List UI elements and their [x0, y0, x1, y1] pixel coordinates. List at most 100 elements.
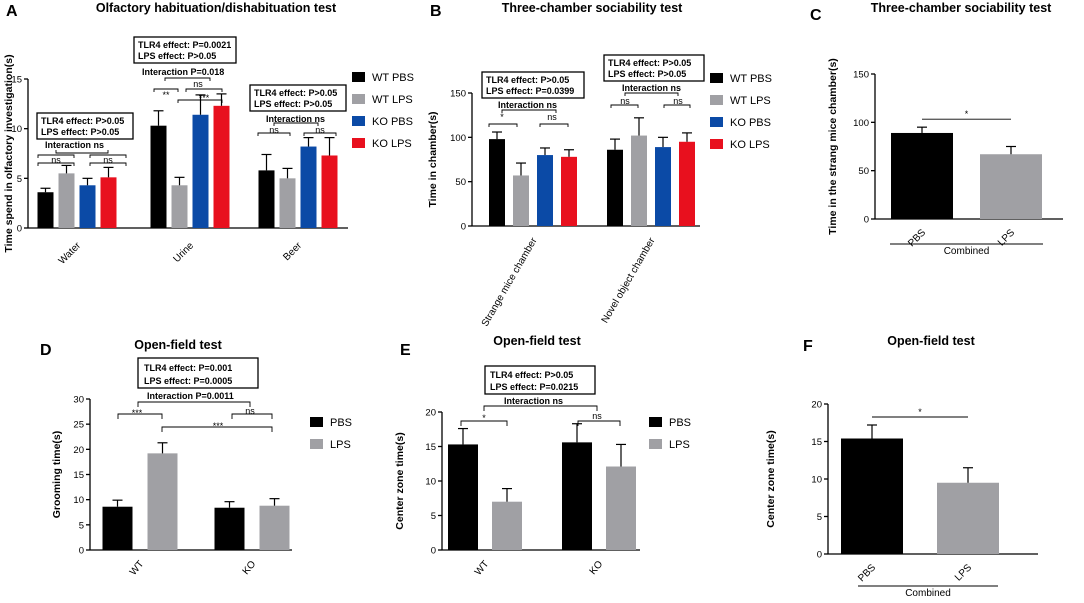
x-tick-label: KO	[241, 559, 259, 577]
legend-swatch	[352, 138, 365, 148]
y-tick-label: 15	[425, 442, 436, 453]
y-tick-label: 0	[817, 550, 822, 561]
panel-c-letter: C	[810, 7, 822, 24]
legend-label: WT LPS	[730, 95, 771, 107]
panel-f-title: Open-field test	[887, 334, 975, 348]
panel-e-title: Open-field test	[493, 334, 581, 348]
x-tick-label: PBS	[856, 562, 878, 584]
legend-swatch	[352, 116, 365, 126]
stat-line: LPS effect: P>0.05	[41, 127, 119, 137]
bar-pbs	[891, 132, 953, 219]
sig-ns: ns	[103, 155, 113, 165]
combined-label: Combined	[944, 246, 990, 257]
panel-b-strange-stats: TLR4 effect: P>0.05 LPS effect: P=0.0399…	[481, 71, 585, 127]
sig-ns: ns	[315, 125, 325, 135]
bar-wt-pbs	[258, 170, 275, 228]
y-tick-label: 20	[73, 445, 84, 456]
bar-lps	[606, 466, 636, 550]
panel-e-chart: 0 5 10 15 20 Center zone time(s) WT KO PBS LPS	[394, 408, 691, 578]
stat-line: TLR4 effect: P>0.05	[490, 370, 573, 380]
stat-line: TLR4 effect: P>0.05	[41, 116, 124, 126]
legend-swatch	[352, 94, 365, 104]
y-tick-label: 0	[79, 546, 84, 557]
legend-swatch	[352, 72, 365, 82]
sig-three-star: ***	[132, 408, 143, 418]
sig-ns: ns	[592, 411, 602, 421]
bar-ko-pbs	[300, 146, 317, 228]
bar-pbs	[841, 438, 903, 554]
legend-swatch	[649, 417, 662, 427]
legend-label: PBS	[330, 417, 352, 429]
sig-ns: ns	[620, 96, 630, 106]
bar-wt-pbs	[489, 139, 505, 226]
y-tick-label: 0	[461, 222, 466, 233]
bar-ko-pbs	[655, 147, 671, 226]
sig-one-star: *	[500, 112, 504, 122]
x-tick-label: PBS	[906, 227, 928, 249]
panel-c-title: Three-chamber sociability test	[871, 1, 1052, 15]
stat-line: TLR4 effect: P>0.05	[608, 58, 691, 68]
bar-ko-pbs	[537, 155, 553, 226]
legend-label: LPS	[669, 439, 690, 451]
sig-ns: ns	[51, 155, 61, 165]
sig-three-star: ***	[199, 93, 210, 103]
legend-label: WT PBS	[730, 73, 772, 85]
interaction-label: Interaction ns	[45, 140, 104, 150]
panel-a-title: Olfactory habituation/dishabituation tes…	[96, 1, 337, 15]
bar-ko-lps	[679, 141, 695, 226]
combined-label: Combined	[905, 588, 951, 599]
bar-wt-lps	[631, 135, 647, 226]
legend-label: WT PBS	[372, 72, 414, 84]
interaction-label: Interaction ns	[622, 83, 681, 93]
y-tick-label: 5	[79, 520, 84, 531]
bar-ko-lps	[100, 177, 117, 228]
legend-swatch	[710, 95, 723, 105]
y-tick-label: 15	[811, 437, 822, 448]
bar-pbs	[102, 506, 133, 550]
legend-label: WT LPS	[372, 94, 413, 106]
panel-d-letter: D	[40, 342, 52, 359]
bar-lps	[980, 154, 1042, 219]
sig-star: *	[965, 109, 969, 119]
bar-ko-pbs	[79, 185, 96, 228]
bar-lps	[259, 505, 290, 550]
stat-line: LPS effect: P=0.0215	[490, 382, 578, 392]
y-tick-label: 10	[11, 124, 22, 135]
y-tick-label: 0	[17, 224, 22, 235]
panel-a-letter: A	[6, 3, 18, 20]
interaction-label: Interaction P=0.018	[142, 67, 224, 77]
bar-wt-lps	[279, 178, 296, 228]
sig-ns: ns	[245, 406, 255, 416]
panel-d-title: Open-field test	[134, 338, 222, 352]
bar-ko-lps	[561, 156, 577, 226]
legend-label: KO LPS	[730, 139, 770, 151]
panel-c-chart: 0 50 100 150 Time in the strang mice chamber…	[827, 58, 1063, 257]
panel-d-stats: TLR4 effect: P=0.001 LPS effect: P=0.000…	[117, 357, 273, 432]
y-tick-label: 5	[817, 512, 822, 523]
interaction-label: Interaction ns	[498, 100, 557, 110]
sig-ns: ns	[269, 125, 279, 135]
panel-b-novel-stats: TLR4 effect: P>0.05 LPS effect: P>0.05 I…	[603, 54, 705, 108]
legend-swatch	[710, 139, 723, 149]
sig-two-star: **	[162, 90, 170, 100]
x-tick-label: LPS	[953, 562, 974, 583]
sig-ns: ns	[547, 112, 557, 122]
bar-lps	[937, 482, 999, 554]
interaction-label: Interaction P=0.0011	[147, 391, 234, 401]
x-tick-label: Novel object chamber	[600, 235, 658, 325]
bar-wt-pbs	[37, 192, 54, 228]
stat-line: TLR4 effect: P=0.0021	[138, 40, 231, 50]
y-tick-label: 10	[425, 477, 436, 488]
stat-line: LPS effect: P=0.0399	[486, 86, 574, 96]
y-tick-label: 15	[73, 470, 84, 481]
y-tick-label: 0	[864, 215, 869, 226]
bar-lps	[492, 501, 522, 550]
y-tick-label: 100	[450, 133, 466, 144]
stat-line: TLR4 effect: P>0.05	[486, 75, 569, 85]
x-tick-label: Beer	[281, 240, 304, 263]
y-axis-label: Grooming time(s)	[51, 431, 63, 519]
y-tick-label: 150	[853, 70, 869, 81]
legend-label: KO LPS	[372, 138, 412, 150]
bar-ko-lps	[213, 105, 230, 228]
